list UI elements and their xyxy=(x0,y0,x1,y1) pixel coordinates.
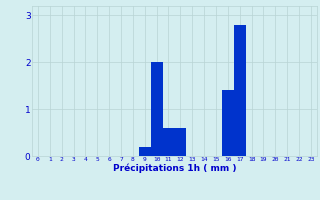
Bar xyxy=(234,25,246,156)
Bar xyxy=(174,128,186,156)
Bar xyxy=(163,128,174,156)
Bar xyxy=(222,90,234,156)
Bar xyxy=(151,62,163,156)
X-axis label: Précipitations 1h ( mm ): Précipitations 1h ( mm ) xyxy=(113,163,236,173)
Bar xyxy=(139,147,151,156)
